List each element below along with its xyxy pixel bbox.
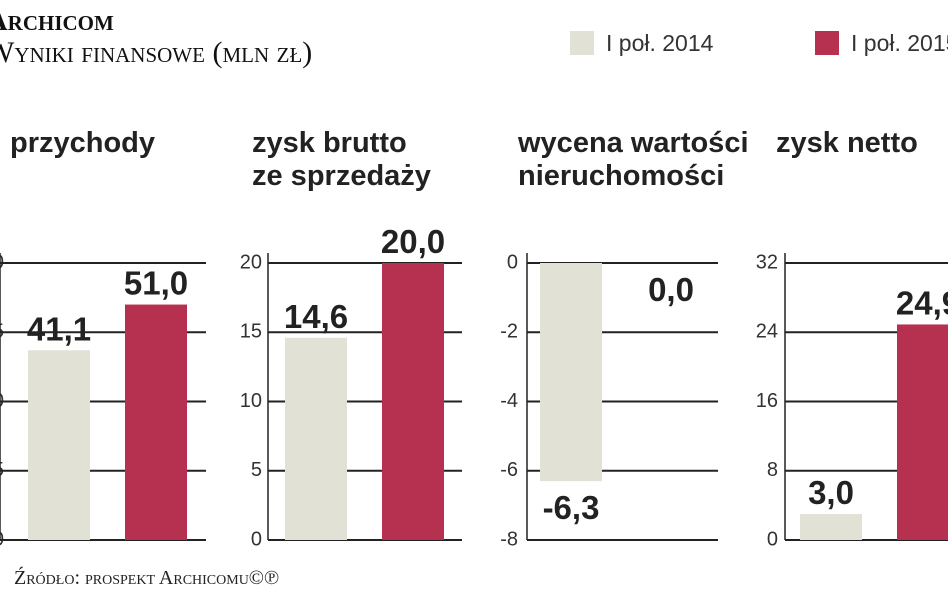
y-tick-label: 5 — [251, 459, 262, 481]
panel-title: ze sprzedaży — [252, 160, 431, 192]
bar — [897, 324, 948, 540]
legend-label: I poł. 2015 — [851, 30, 948, 56]
y-tick-label: -8 — [500, 528, 518, 550]
y-tick-label: 20 — [240, 251, 262, 273]
bar — [285, 337, 347, 540]
value-label: 0,0 — [648, 271, 694, 308]
y-tick-label: 8 — [767, 459, 778, 481]
legend-swatch — [570, 31, 594, 55]
value-label: 3,0 — [808, 474, 854, 511]
bar — [800, 514, 862, 540]
value-label: 20,0 — [381, 223, 445, 260]
title: Archicom — [0, 4, 114, 37]
bar — [125, 304, 187, 540]
panel-title: zysk netto — [776, 127, 918, 159]
y-tick-label: 16 — [756, 390, 778, 412]
legend-label: I poł. 2014 — [606, 30, 714, 56]
y-tick-label: -2 — [500, 321, 518, 343]
value-label: 41,1 — [27, 310, 91, 347]
y-tick-label: 0 — [251, 528, 262, 550]
source: Źródło: prospekt Archicomu©℗ — [14, 566, 279, 589]
bar — [28, 350, 90, 540]
y-tick-label: 0 — [507, 251, 518, 273]
legend-swatch — [815, 31, 839, 55]
value-label: 51,0 — [124, 265, 188, 302]
bar — [382, 263, 444, 540]
panel-title: wycena wartości — [517, 127, 749, 159]
y-tick-label: 10 — [240, 390, 262, 412]
y-tick-label: 24 — [756, 321, 778, 343]
panel-title: nieruchomości — [518, 160, 724, 192]
y-tick-label: -6 — [500, 459, 518, 481]
value-label: -6,3 — [543, 489, 600, 526]
y-tick-label: 32 — [756, 251, 778, 273]
subtitle: Wyniki finansowe (mln zł) — [0, 36, 312, 69]
y-tick-label: -4 — [500, 390, 518, 412]
value-label: 24,9 — [896, 284, 948, 321]
panel-title: przychody — [10, 127, 155, 159]
y-tick-label: 15 — [240, 321, 262, 343]
value-label: 14,6 — [284, 298, 348, 335]
bar — [540, 263, 602, 482]
panel-title: zysk brutto — [252, 127, 407, 159]
y-tick-label: 0 — [767, 528, 778, 550]
